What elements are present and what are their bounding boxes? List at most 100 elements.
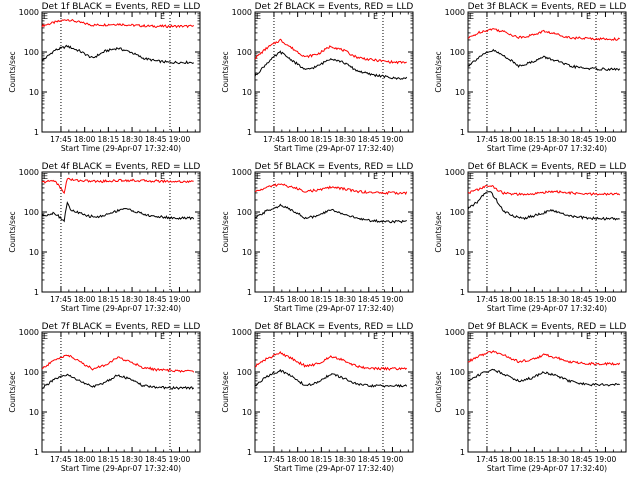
y-tick-label: 10 bbox=[455, 408, 465, 417]
x-tick-label: 19:00 bbox=[382, 135, 404, 144]
x-tick-label: 18:15 bbox=[98, 295, 120, 304]
events-series-line bbox=[467, 48, 621, 72]
e-marker-left: E bbox=[256, 332, 261, 341]
x-axis-label: Start Time (29-Apr-07 17:32:40) bbox=[61, 304, 181, 313]
detector-panel-8: Det 8f BLACK = Events, RED = LLD 1 10 100 10… bbox=[221, 322, 414, 473]
detector-panel-2: Det 2f BLACK = Events, RED = LLD 1 10 100 10… bbox=[221, 2, 414, 153]
e-marker-right: E bbox=[373, 172, 378, 181]
y-tick-label: 10 bbox=[242, 248, 252, 257]
x-tick-label: 18:45 bbox=[145, 295, 167, 304]
y-tick-label: 100 bbox=[450, 368, 465, 377]
detector-panel-3: Det 3f BLACK = Events, RED = LLD 1 10 100 10… bbox=[434, 2, 627, 153]
y-tick-label: 1 bbox=[34, 128, 39, 137]
e-marker-left: E bbox=[469, 172, 474, 181]
detector-panel-4: Det 4f BLACK = Events, RED = LLD 1 10 100 10… bbox=[8, 162, 201, 313]
e-marker-right: E bbox=[160, 172, 165, 181]
y-tick-label: 1 bbox=[34, 448, 39, 457]
y-tick-label: 10 bbox=[29, 248, 39, 257]
events-series-line bbox=[254, 50, 408, 80]
plot-frame bbox=[254, 171, 414, 293]
lld-series-line bbox=[254, 38, 407, 65]
plot-frame bbox=[254, 11, 414, 133]
panel-title: Det 9f BLACK = Events, RED = LLD bbox=[468, 322, 627, 332]
x-tick-label: 17:45 bbox=[50, 455, 72, 464]
y-tick-label: 1 bbox=[460, 448, 465, 457]
plot-frame bbox=[467, 331, 627, 453]
x-tick-label: 18:00 bbox=[287, 135, 309, 144]
panel-title: Det 4f BLACK = Events, RED = LLD bbox=[42, 162, 201, 172]
x-tick-label: 17:45 bbox=[263, 135, 285, 144]
e-marker-right: E bbox=[373, 12, 378, 21]
y-tick-label: 100 bbox=[237, 48, 252, 57]
e-marker-right: E bbox=[160, 332, 165, 341]
events-series-line bbox=[467, 368, 620, 387]
detector-panel-1: Det 1f BLACK = Events, RED = LLD 1 10 100 10… bbox=[8, 2, 201, 153]
y-tick-label: 1000 bbox=[232, 168, 252, 177]
x-tick-label: 18:15 bbox=[524, 135, 546, 144]
x-tick-label: 18:30 bbox=[121, 135, 143, 144]
y-tick-label: 1 bbox=[247, 448, 252, 457]
x-tick-label: 19:00 bbox=[595, 135, 617, 144]
x-tick-label: 17:45 bbox=[476, 295, 498, 304]
x-tick-label: 18:00 bbox=[500, 455, 522, 464]
x-tick-label: 18:15 bbox=[311, 455, 333, 464]
e-marker-left: E bbox=[469, 12, 474, 21]
lld-series-line bbox=[255, 183, 408, 196]
x-axis-label: Start Time (29-Apr-07 17:32:40) bbox=[274, 144, 394, 153]
x-tick-label: 18:45 bbox=[358, 295, 380, 304]
y-tick-label: 10 bbox=[455, 88, 465, 97]
x-axis-label: Start Time (29-Apr-07 17:32:40) bbox=[61, 464, 181, 473]
x-tick-label: 18:30 bbox=[121, 455, 143, 464]
e-marker-left: E bbox=[256, 12, 261, 21]
panel-title: Det 3f BLACK = Events, RED = LLD bbox=[468, 2, 627, 12]
y-axis-label: Counts/sec bbox=[8, 211, 17, 252]
x-tick-label: 19:00 bbox=[595, 455, 617, 464]
x-tick-label: 19:00 bbox=[382, 295, 404, 304]
x-tick-label: 18:45 bbox=[571, 295, 593, 304]
panel-title: Det 2f BLACK = Events, RED = LLD bbox=[255, 2, 414, 12]
y-tick-label: 100 bbox=[24, 368, 39, 377]
y-axis-label: Counts/sec bbox=[221, 371, 230, 412]
lld-series-line bbox=[41, 18, 195, 29]
x-tick-label: 18:30 bbox=[547, 135, 569, 144]
y-axis-label: Counts/sec bbox=[434, 371, 443, 412]
x-tick-label: 18:00 bbox=[500, 135, 522, 144]
x-tick-label: 18:00 bbox=[287, 455, 309, 464]
x-tick-label: 18:15 bbox=[311, 295, 333, 304]
plot-frame bbox=[467, 171, 627, 293]
y-tick-label: 10 bbox=[29, 408, 39, 417]
x-tick-label: 19:00 bbox=[382, 455, 404, 464]
events-series-line bbox=[254, 203, 407, 224]
events-series-line bbox=[467, 191, 620, 221]
y-tick-label: 10 bbox=[29, 88, 39, 97]
e-marker-right: E bbox=[586, 332, 591, 341]
x-tick-label: 18:30 bbox=[547, 295, 569, 304]
x-tick-label: 18:15 bbox=[524, 295, 546, 304]
x-tick-label: 18:15 bbox=[524, 455, 546, 464]
e-marker-left: E bbox=[469, 332, 474, 341]
y-tick-label: 1000 bbox=[232, 8, 252, 17]
x-tick-label: 18:30 bbox=[547, 455, 569, 464]
y-tick-label: 1000 bbox=[19, 8, 39, 17]
y-tick-label: 1000 bbox=[19, 328, 39, 337]
detector-panel-6: Det 6f BLACK = Events, RED = LLD 1 10 100 10… bbox=[434, 162, 627, 313]
plot-frame bbox=[41, 171, 201, 293]
events-series-line bbox=[254, 368, 408, 388]
x-tick-label: 19:00 bbox=[169, 135, 191, 144]
x-tick-label: 18:00 bbox=[500, 295, 522, 304]
lld-series-line bbox=[467, 350, 621, 367]
detector-panel-7: Det 7f BLACK = Events, RED = LLD 1 10 100 10… bbox=[8, 322, 201, 473]
events-series-line bbox=[41, 373, 195, 390]
e-marker-right: E bbox=[373, 332, 378, 341]
x-tick-label: 17:45 bbox=[263, 455, 285, 464]
x-tick-label: 18:00 bbox=[74, 135, 96, 144]
plot-frame bbox=[41, 11, 201, 133]
y-axis-label: Counts/sec bbox=[8, 371, 17, 412]
y-axis-label: Counts/sec bbox=[221, 211, 230, 252]
x-axis-label: Start Time (29-Apr-07 17:32:40) bbox=[274, 304, 394, 313]
lld-series-line bbox=[41, 354, 195, 373]
x-axis-label: Start Time (29-Apr-07 17:32:40) bbox=[274, 464, 394, 473]
y-tick-label: 10 bbox=[455, 248, 465, 257]
x-tick-label: 18:45 bbox=[145, 135, 167, 144]
